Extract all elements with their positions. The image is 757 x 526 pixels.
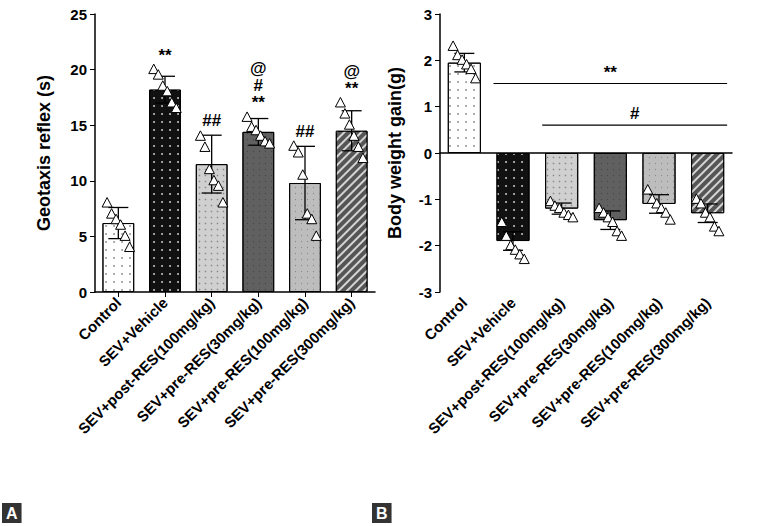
- svg-text:SEV+pre-RES(300mg/kg): SEV+pre-RES(300mg/kg): [221, 294, 358, 431]
- svg-text:Geotaxis reflex (s): Geotaxis reflex (s): [34, 75, 54, 231]
- svg-text:-1: -1: [419, 191, 432, 208]
- svg-text:**: **: [158, 46, 172, 65]
- svg-text:25: 25: [70, 6, 87, 23]
- svg-text:1: 1: [424, 98, 432, 115]
- svg-text:##: ##: [202, 111, 221, 130]
- svg-text:2: 2: [424, 52, 432, 69]
- svg-text:SEV+pre-RES(30mg/kg): SEV+pre-RES(30mg/kg): [133, 294, 265, 426]
- svg-text:Control: Control: [421, 294, 471, 344]
- svg-text:A: A: [6, 505, 18, 522]
- svg-text:3: 3: [424, 6, 432, 23]
- svg-text:SEV+Vehicle: SEV+Vehicle: [95, 294, 171, 370]
- svg-text:**: **: [252, 93, 266, 112]
- svg-text:0: 0: [79, 284, 87, 301]
- svg-text:**: **: [345, 79, 359, 98]
- svg-text:Control: Control: [74, 294, 125, 344]
- svg-text:10: 10: [70, 172, 87, 189]
- svg-text:SEV+post-RES(100mg/kg): SEV+post-RES(100mg/kg): [74, 294, 218, 437]
- svg-text:SEV+Vehicle: SEV+Vehicle: [443, 294, 519, 370]
- svg-text:-3: -3: [419, 284, 432, 301]
- svg-text:5: 5: [79, 228, 87, 245]
- svg-text:Body weight gain(g): Body weight gain(g): [385, 67, 405, 239]
- svg-text:SEV+pre-RES(300mg/kg): SEV+pre-RES(300mg/kg): [577, 294, 714, 431]
- svg-text:15: 15: [70, 117, 87, 134]
- svg-text:0: 0: [424, 145, 432, 162]
- svg-text:#: #: [630, 104, 640, 123]
- svg-text:SEV+post-RES(100mg/kg): SEV+post-RES(100mg/kg): [424, 294, 568, 437]
- svg-text:-2: -2: [419, 237, 432, 254]
- svg-text:SEV+pre-RES(100mg/kg): SEV+pre-RES(100mg/kg): [527, 294, 665, 432]
- svg-text:20: 20: [70, 61, 87, 78]
- svg-text:##: ##: [296, 122, 315, 141]
- svg-text:SEV+pre-RES(100mg/kg): SEV+pre-RES(100mg/kg): [173, 294, 311, 432]
- svg-text:**: **: [604, 63, 618, 82]
- svg-text:SEV+pre-RES(30mg/kg): SEV+pre-RES(30mg/kg): [485, 294, 617, 426]
- svg-text:B: B: [376, 505, 388, 522]
